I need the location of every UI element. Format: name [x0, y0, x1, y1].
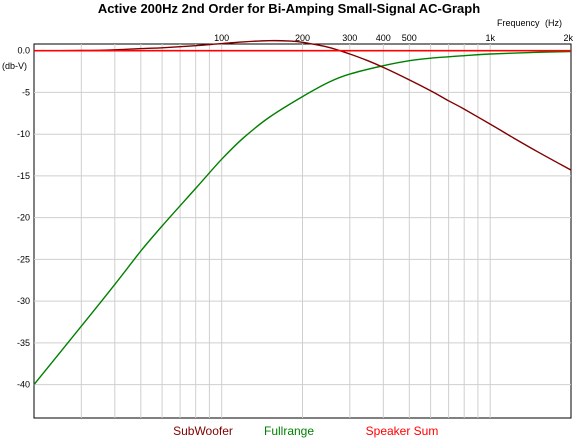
series-lines [33, 39, 572, 386]
y-tick-label: -15 [17, 171, 30, 181]
x-tick-label: 100 [214, 33, 229, 43]
y-tick-label: -40 [17, 380, 30, 390]
x-tick-label: 300 [342, 33, 357, 43]
x-tick-label: 200 [295, 33, 310, 43]
y-tick-label: -10 [17, 129, 30, 139]
y-tick-label: -25 [17, 254, 30, 264]
x-tick-label: 2k [563, 33, 573, 43]
y-tick-labels: 0.0 -5 -10 -15 -20 -25 -30 -35 -40 [17, 46, 30, 390]
x-axis-label: Frequency [497, 18, 540, 28]
x-tick-labels: 100 200 300 400 500 1k 2k [214, 33, 573, 43]
legend-entry-fullrange: Fullrange [264, 424, 314, 438]
y-axis-label: (db-V) [2, 61, 27, 71]
x-tick-label: 400 [376, 33, 391, 43]
x-tick-label: 500 [402, 33, 417, 43]
x-tick-label: 1k [485, 33, 495, 43]
legend-entry-subwoofer: SubWoofer [173, 424, 233, 438]
legend-entry-speaker-sum: Speaker Sum [366, 424, 439, 438]
y-tick-label: -35 [17, 338, 30, 348]
y-tick-label: -20 [17, 213, 30, 223]
series-line-subwoofer [33, 39, 572, 171]
y-tick-label: -5 [22, 87, 30, 97]
y-tick-label: 0.0 [17, 46, 30, 56]
chart-title: Active 200Hz 2nd Order for Bi-Amping Sma… [97, 1, 481, 16]
legend: SubWoofer Fullrange Speaker Sum [173, 424, 438, 438]
y-tick-label: -30 [17, 296, 30, 306]
x-axis-unit: (Hz) [545, 18, 562, 28]
grid-lines [34, 44, 571, 418]
series-line-fullrange [33, 50, 572, 386]
